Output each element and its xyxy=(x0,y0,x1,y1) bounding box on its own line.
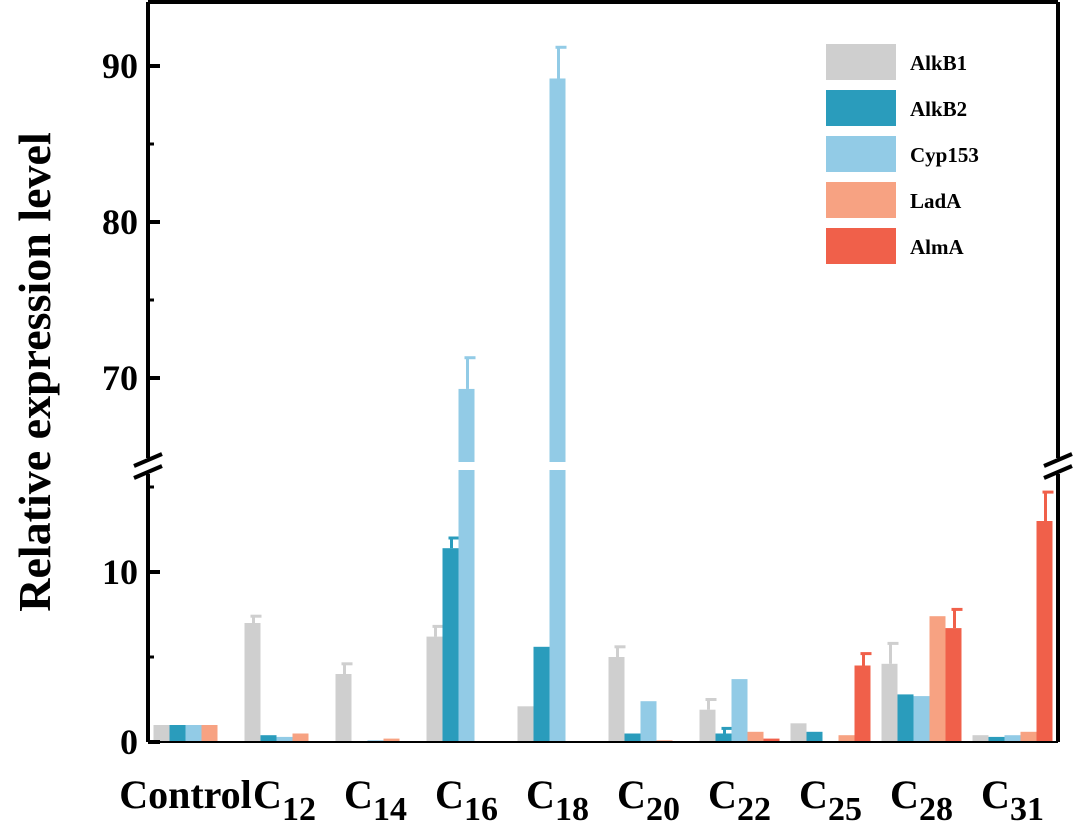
x-tick-label-c22: C22 xyxy=(708,772,771,828)
x-tick-label-c14: C14 xyxy=(344,772,407,828)
legend-swatch-alkb1 xyxy=(826,44,896,80)
legend-swatch-lada xyxy=(826,182,896,218)
bar-alkb2-c25 xyxy=(806,731,823,742)
x-tick-label-c31: C31 xyxy=(981,772,1044,828)
bar-lada-c31 xyxy=(1020,731,1037,742)
axis-break-mark-right-2 xyxy=(1043,464,1073,480)
legend: AlkB1 AlkB2 Cyp153 LadA AlmA xyxy=(826,44,979,264)
y-tick-label-80: 80 xyxy=(102,202,138,242)
bar-alkb1-c18 xyxy=(517,706,534,742)
x-tick-label-c25: C25 xyxy=(799,772,862,828)
bar-alma-c22 xyxy=(763,738,780,742)
x-tick-label-c12: C12 xyxy=(253,772,316,828)
bar-alma-c28 xyxy=(945,628,962,742)
bar-alkb1-c28 xyxy=(881,663,898,742)
legend-swatch-alkb2 xyxy=(826,90,896,126)
x-tick-label-c28: C28 xyxy=(890,772,953,828)
legend-swatch-cyp153 xyxy=(826,136,896,172)
axis-break-mark-left-1 xyxy=(133,452,163,468)
x-tick-label-c16: C16 xyxy=(435,772,498,828)
axis-break-mark-left-2 xyxy=(133,464,163,480)
x-tick-labels: Control C12 C14 C16 C18 C20 C22 C25 C28 C31 xyxy=(119,772,1044,828)
x-tick-label-c18: C18 xyxy=(526,772,589,828)
legend-label-cyp153: Cyp153 xyxy=(910,143,979,167)
bar-alkb1-c22 xyxy=(699,709,716,742)
axis-break-mark-right-1 xyxy=(1043,452,1073,468)
bar-alma-c31 xyxy=(1036,521,1053,742)
bar-cyp153-c18-upper xyxy=(549,78,566,462)
bar-alkb1-c12 xyxy=(244,623,261,742)
bar-cyp153-c16-lower xyxy=(458,470,475,742)
bar-cyp153-c20 xyxy=(640,701,657,742)
bar-cyp153-c12 xyxy=(276,736,293,742)
bar-lada-control xyxy=(201,725,218,742)
bar-alkb1-c31 xyxy=(972,735,989,742)
bar-alkb2-c22 xyxy=(715,733,732,742)
bar-alkb1-c16 xyxy=(426,636,443,742)
bar-cyp153-c31 xyxy=(1004,735,1021,742)
bars-layer xyxy=(153,45,1054,742)
bar-alkb1-c25 xyxy=(790,723,807,742)
bar-cyp153-c28 xyxy=(913,696,930,742)
bar-alkb1-control xyxy=(153,725,170,742)
bar-alkb2-c12 xyxy=(260,735,277,742)
y-tick-label-90: 90 xyxy=(102,46,138,86)
bar-alkb2-c18 xyxy=(533,646,550,742)
x-tick-label-control: Control xyxy=(119,772,252,817)
bar-lada-c22 xyxy=(747,731,764,742)
bar-alkb2-c20 xyxy=(624,733,641,742)
bar-cyp153-c18-lower xyxy=(549,470,566,742)
legend-label-lada: LadA xyxy=(910,189,962,213)
x-tick-label-c20: C20 xyxy=(617,772,680,828)
bar-alma-c25 xyxy=(854,665,871,742)
legend-label-alma: AlmA xyxy=(910,235,964,259)
bar-lada-c25 xyxy=(838,735,855,742)
axes-layer xyxy=(133,0,1073,743)
bar-alkb2-c31 xyxy=(988,736,1005,742)
bar-lada-c28 xyxy=(929,616,946,742)
bar-alkb1-c14 xyxy=(335,674,352,742)
bar-alkb1-c20 xyxy=(608,657,625,742)
legend-label-alkb1: AlkB1 xyxy=(910,51,967,75)
legend-label-alkb2: AlkB2 xyxy=(910,97,967,121)
bar-cyp153-c16-upper xyxy=(458,388,475,462)
legend-swatch-alma xyxy=(826,228,896,264)
bar-alkb2-c28 xyxy=(897,694,914,742)
y-ticks: 0 10 70 80 90 xyxy=(102,46,160,762)
bar-alkb2-c16 xyxy=(442,548,459,742)
bar-cyp153-control xyxy=(185,725,202,742)
bar-cyp153-c22 xyxy=(731,679,748,742)
bar-alkb2-control xyxy=(169,725,186,742)
bar-lada-c12 xyxy=(292,733,309,742)
y-tick-label-0: 0 xyxy=(120,722,138,762)
bar-lada-c14 xyxy=(383,738,400,742)
y-tick-label-10: 10 xyxy=(102,552,138,592)
y-tick-label-70: 70 xyxy=(102,358,138,398)
y-axis-label: Relative expression level xyxy=(9,132,60,612)
